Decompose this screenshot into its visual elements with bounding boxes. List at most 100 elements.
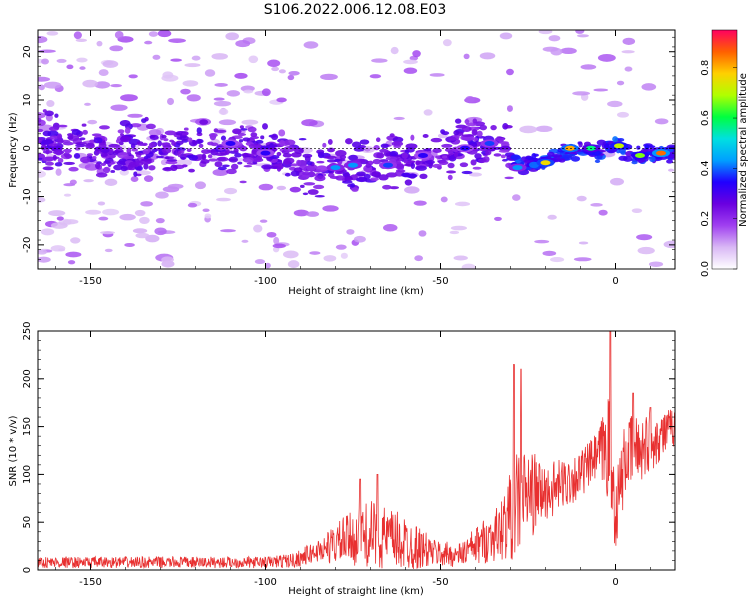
heatmap-cell [578,241,589,245]
heatmap-xlabel: Height of straight line (km) [288,286,424,297]
heatmap-cell [38,170,46,178]
heatmap-cell [542,250,557,256]
heatmap-cell [200,159,210,164]
heatmap-cell [55,168,62,176]
heatmap-peak-core [540,160,551,166]
heatmap-cell [43,139,54,145]
heatmap-cell [463,53,470,60]
heatmap-cell [448,155,457,162]
heatmap-cell [414,255,423,262]
heatmap-cell [506,105,513,112]
heatmap-cell [79,137,86,141]
heatmap-cell [266,231,277,238]
heatmap-cell [278,69,286,74]
heatmap-cell [472,118,478,124]
heatmap-cell [82,79,98,88]
heatmap-cell [272,243,286,249]
heatmap-cell [239,125,244,129]
heatmap-cell [498,149,510,153]
heatmap-cell [441,131,450,136]
heatmap-cell [201,153,207,161]
heatmap-cell [389,150,399,157]
heatmap-cell [140,158,153,162]
heatmap-cell [117,129,125,134]
heatmap-cell [506,68,514,76]
heatmap-cell [453,130,460,136]
heatmap-cell [217,157,226,161]
heatmap-cell [406,160,416,164]
heatmap-cell [291,152,302,158]
heatmap-cell [376,152,385,159]
heatmap-cell [479,148,487,152]
heatmap-cell [309,251,321,255]
snr-panel: -150 -100 -50 0 0 50 100 150 200 250 Height of st… [8,321,676,597]
heatmap-cell [392,136,404,143]
heatmap-cell [449,230,460,235]
heatmap-cell [364,147,371,152]
heatmap-cell [57,133,63,141]
heatmap-cell [213,97,225,101]
heatmap-cell [264,262,271,269]
heatmap-cell [382,184,392,190]
heatmap-cell [453,255,468,261]
heatmap-cell [82,129,88,135]
heatmap-cell [538,30,553,35]
heatmap-cell [131,148,139,152]
heatmap-cell [631,161,638,165]
heatmap-cell [198,143,204,148]
heatmap-cell [648,261,664,267]
heatmap-cell [50,245,66,252]
heatmap-cell [256,155,263,161]
heatmap-frame [37,29,676,270]
heatmap-cell [233,148,239,153]
heatmap-cell [303,182,316,186]
heatmap-cell [412,50,421,58]
heatmap-cell [369,74,382,79]
heatmap-cell [63,183,76,187]
heatmap-cell [276,97,287,103]
heatmap-cell [187,202,198,208]
heatmap-cell [346,229,355,235]
heatmap-cell [75,144,86,148]
heatmap-cell [220,229,236,233]
heatmap-cell [363,173,371,180]
colorbar: 0.0 0.2 0.4 0.6 0.8 Normalized spectral ampl… [700,29,749,277]
heatmap-cell [204,69,216,77]
heatmap-cell [324,155,337,160]
heatmap-cell [135,232,150,239]
heatmap-cell [76,57,88,63]
heatmap-cell [235,40,251,48]
heatmap-cell [448,137,457,141]
heatmap-cell [120,165,128,172]
heatmap-cell [459,162,469,168]
heatmap-cell [351,187,359,192]
snr-ylabel: SNR (10 * v/v) [8,415,19,486]
heatmap-cell [234,152,242,158]
heatmap-cell [302,192,309,196]
heatmap-peak-core [330,165,341,171]
heatmap-cell [383,223,398,232]
heatmap-cell [622,155,633,162]
heatmap-cell [302,153,313,158]
heatmap-cell [415,165,427,171]
heatmap-cell [476,130,483,138]
heatmap-cell [183,127,189,131]
heatmap-cell [41,58,49,65]
heatmap-cell [301,119,318,127]
heatmap-peak-core [635,153,645,159]
heatmap-cell [365,163,372,168]
heatmap-cell [92,155,97,160]
heatmap-cell [165,160,178,165]
heatmap-cell [371,58,388,63]
heatmap-cell [519,125,538,134]
heatmap-cell [67,260,76,265]
heatmap-cell [453,151,459,158]
heatmap-cell [241,119,259,125]
heatmap-peak-core [460,145,470,151]
heatmap-cell [479,124,488,131]
heatmap-cell [56,58,67,63]
heatmap-cell [119,213,136,221]
heatmap-cell [46,100,55,108]
heatmap-cell [94,81,111,89]
heatmap-cell [168,38,186,43]
